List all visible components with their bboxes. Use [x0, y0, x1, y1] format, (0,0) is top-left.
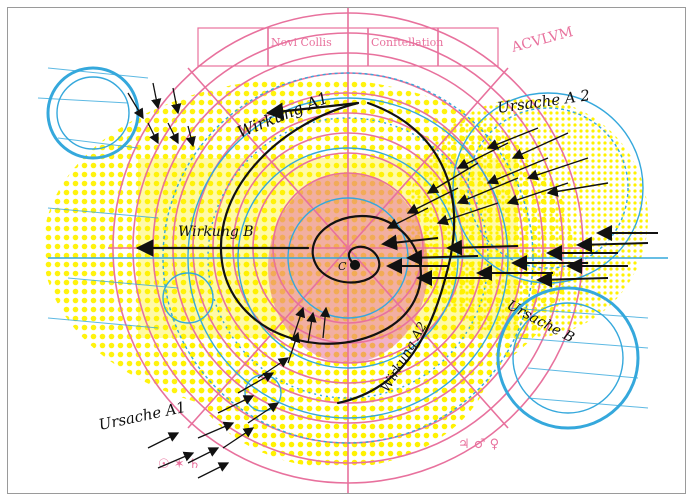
print-fragment-1: Novi Collis [271, 36, 332, 49]
arrow-swarm-left [127, 82, 196, 148]
print-fragment-2: Conftellation [371, 36, 443, 49]
svg-text:♃ ♂ ♀: ♃ ♂ ♀ [458, 437, 499, 452]
artwork-frame: Novi Collis Conftellation ACVLVM ☉ ✶ ♄ ♃… [7, 7, 686, 494]
label-center: C [338, 260, 347, 273]
pink-center-field [268, 173, 428, 363]
label-wirkung-b: Wirkung B [178, 224, 254, 240]
print-fragment-3: ACVLVM [509, 24, 575, 56]
cyan-scribbles [37, 67, 649, 409]
arrow-swarm-lower-left [147, 306, 331, 479]
cyan-astro-chart [46, 66, 668, 444]
label-ursache-a1: Ursache A1 [97, 398, 187, 434]
arrow-swarm-upper-right [386, 127, 609, 229]
diagram-artwork: Novi Collis Conftellation ACVLVM ☉ ✶ ♄ ♃… [37, 8, 668, 493]
arrow-swarm-right [381, 225, 658, 288]
